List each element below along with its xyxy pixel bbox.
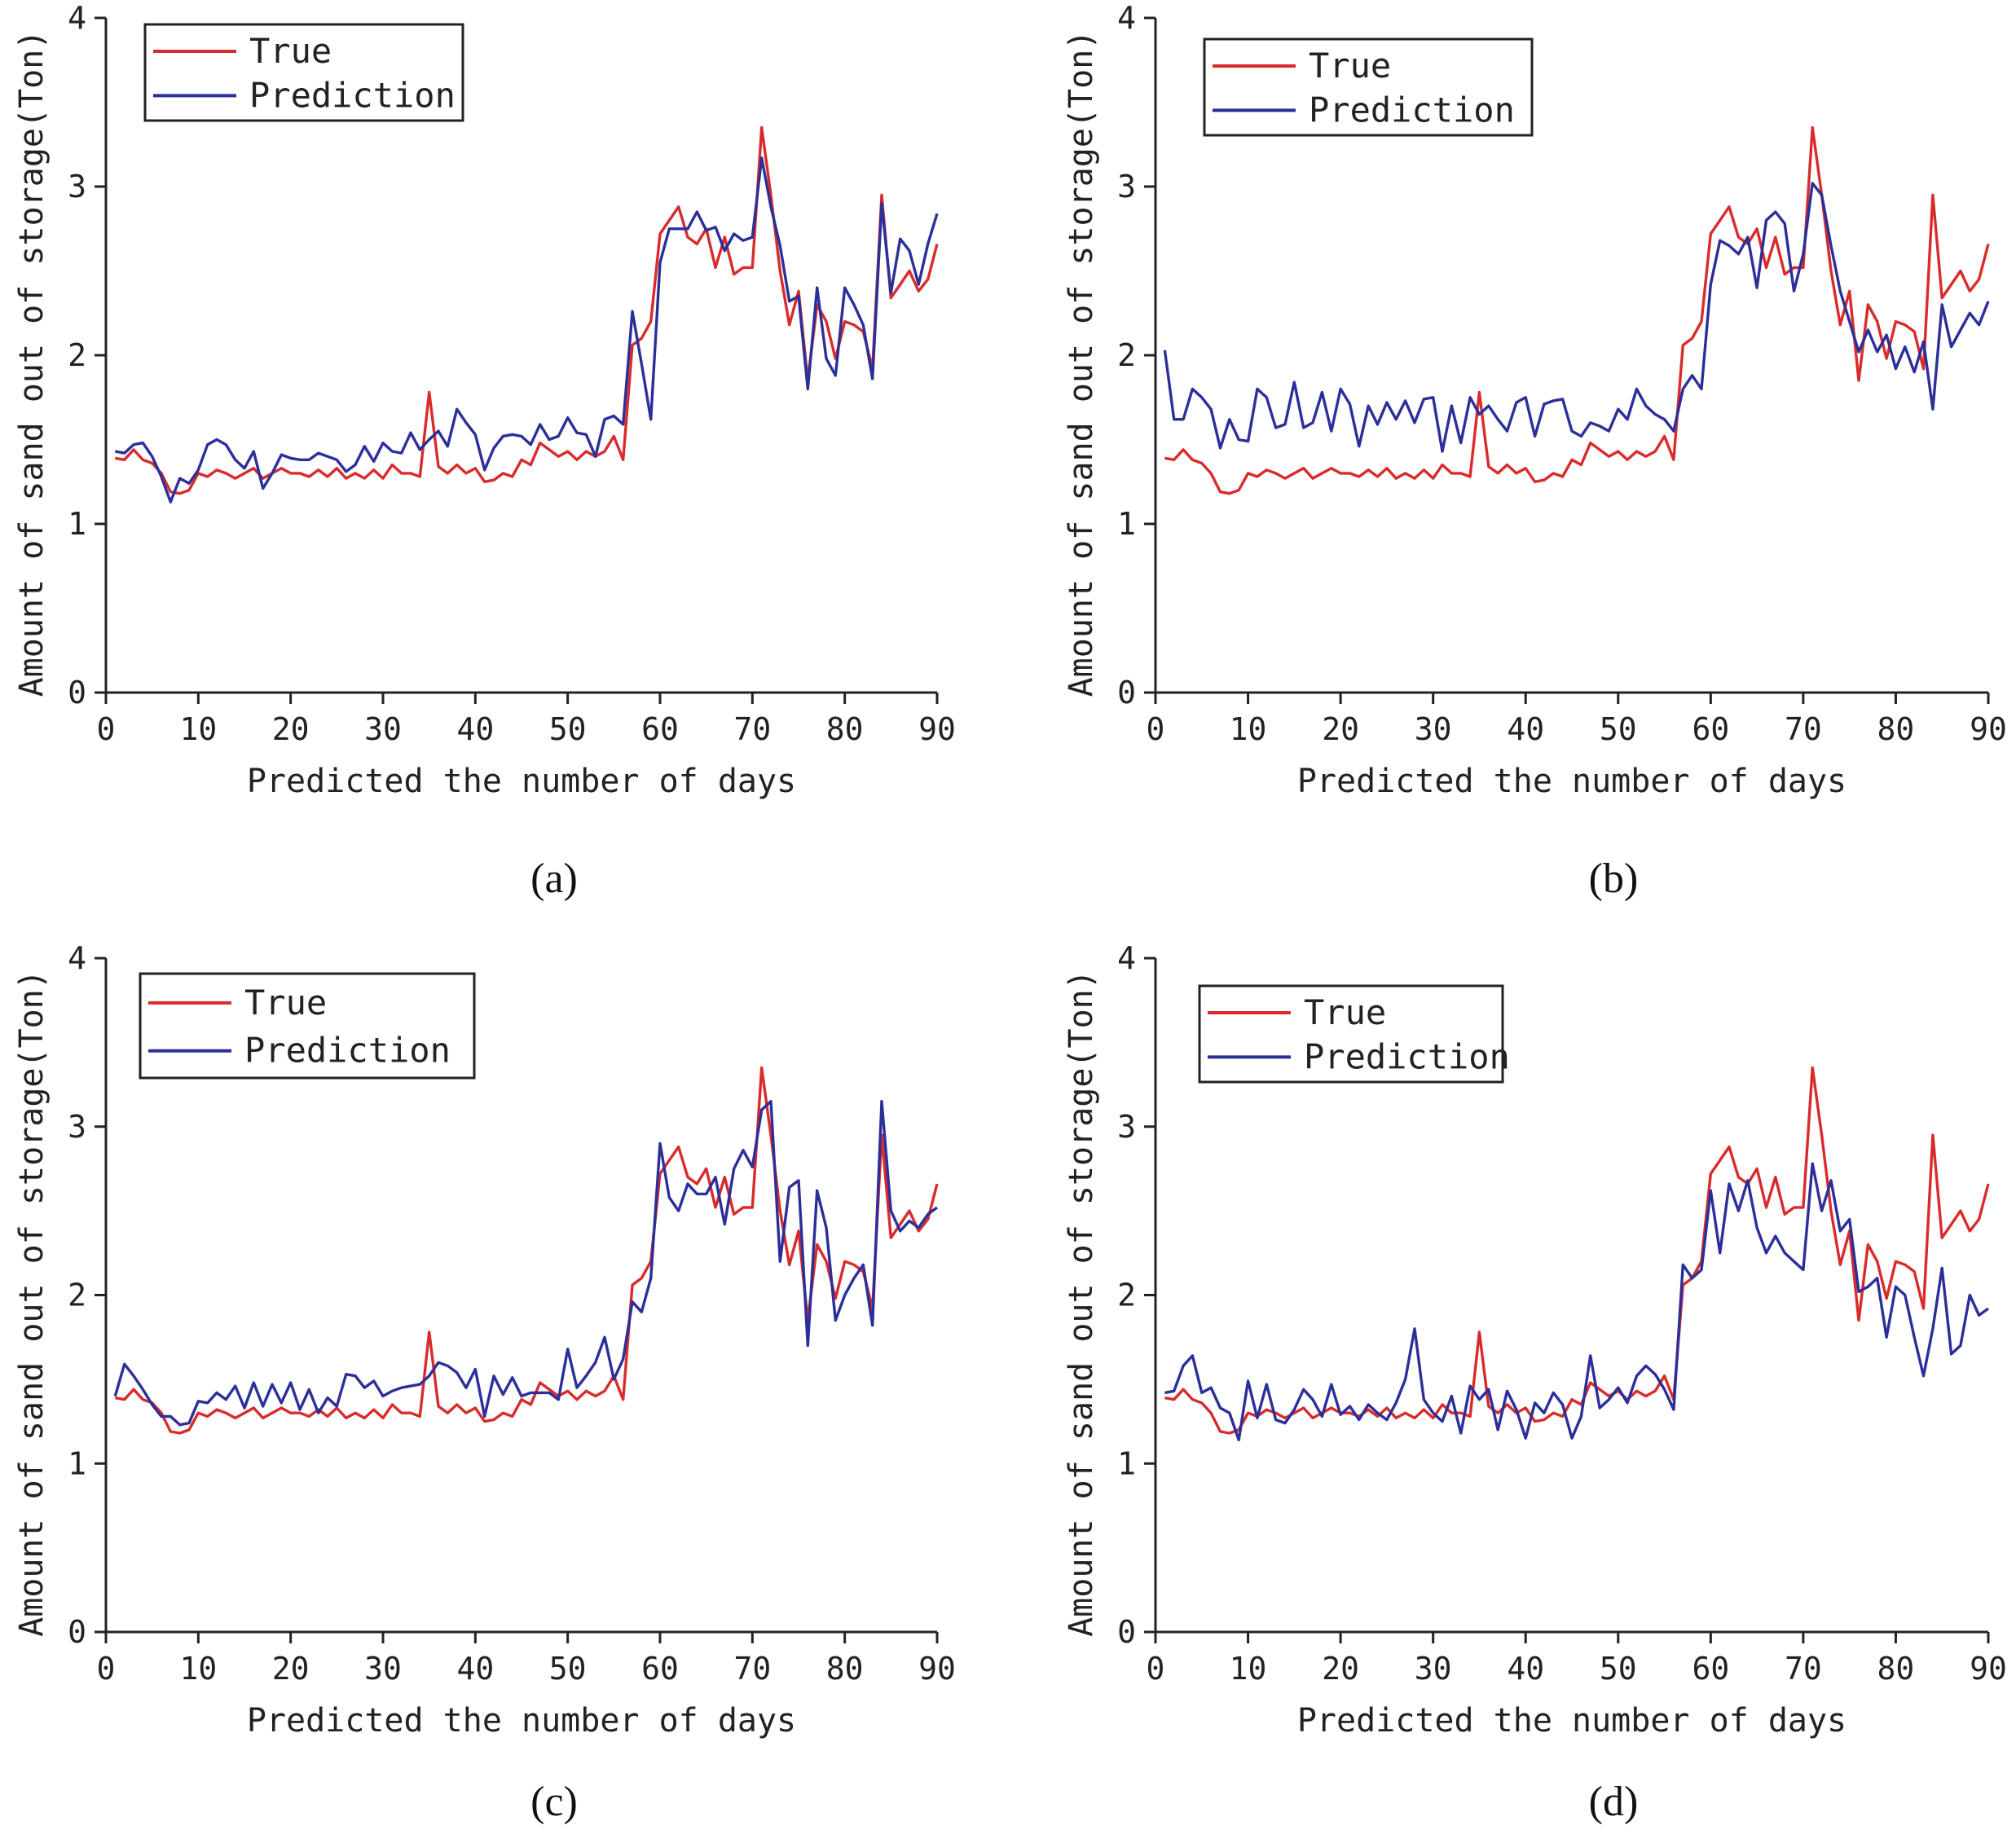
y-tick-label: 2 xyxy=(1117,337,1136,373)
panel-caption: (d) xyxy=(1589,1779,1639,1825)
series-line-prediction xyxy=(1163,182,1990,453)
series-line-true xyxy=(1164,125,1990,495)
legend-label-prediction: Prediction xyxy=(244,1031,451,1071)
y-tick-label: 3 xyxy=(68,169,86,205)
x-tick-label: 80 xyxy=(826,1651,864,1687)
legend-label-prediction: Prediction xyxy=(249,75,456,115)
x-tick-label: 70 xyxy=(1785,711,1822,747)
x-tick-label: 50 xyxy=(1600,711,1637,747)
x-tick-label: 20 xyxy=(1322,1651,1359,1687)
x-tick-label: 30 xyxy=(1415,711,1452,747)
x-tick-label: 70 xyxy=(733,1651,771,1687)
x-tick-label: 40 xyxy=(456,1651,494,1687)
x-tick-label: 60 xyxy=(641,711,679,747)
legend-box xyxy=(1198,984,1504,1084)
x-tick-label: 90 xyxy=(918,711,956,747)
y-tick-label: 4 xyxy=(1117,0,1136,36)
y-tick-label: 3 xyxy=(1117,169,1136,205)
legend-label-true: True xyxy=(1304,992,1386,1032)
y-tick-label: 0 xyxy=(1117,1614,1136,1650)
series-line-prediction xyxy=(113,1099,939,1427)
x-tick-label: 80 xyxy=(826,711,864,747)
x-tick-label: 60 xyxy=(1692,1651,1729,1687)
series-line-prediction xyxy=(114,156,939,504)
y-tick-label: 2 xyxy=(68,337,86,373)
panel-caption: (c) xyxy=(530,1779,578,1825)
y-tick-label: 1 xyxy=(1117,1445,1136,1481)
y-tick-label: 4 xyxy=(1117,940,1136,976)
y-tick-label: 4 xyxy=(68,940,86,976)
x-axis-title: Predicted the number of days xyxy=(247,763,796,800)
x-tick-label: 90 xyxy=(1970,1651,2007,1687)
x-tick-label: 0 xyxy=(1147,1651,1165,1687)
legend-label-prediction: Prediction xyxy=(1304,1036,1510,1076)
x-axis-title: Predicted the number of days xyxy=(247,1702,796,1740)
x-tick-label: 80 xyxy=(1877,1651,1915,1687)
y-tick-label: 0 xyxy=(68,1614,86,1650)
x-tick-label: 30 xyxy=(364,711,402,747)
legend-box xyxy=(139,972,476,1080)
legend-label-true: True xyxy=(1309,46,1391,86)
x-tick-label: 50 xyxy=(549,1651,587,1687)
series-line-true xyxy=(1164,1066,1990,1435)
y-tick-label: 1 xyxy=(1117,506,1136,542)
series-line-true xyxy=(114,1066,939,1435)
legend-label-prediction: Prediction xyxy=(1309,90,1515,130)
legend-label-true: True xyxy=(244,983,327,1023)
x-tick-label: 70 xyxy=(1785,1651,1822,1687)
chart-panel-d: 0 10 20 30 40 50 60 70 80 90 0 1 2 3 4 Predicted the nu… xyxy=(1063,940,2007,1825)
y-tick-label: 2 xyxy=(68,1278,86,1313)
legend-label-true: True xyxy=(249,31,332,71)
x-tick-label: 60 xyxy=(1692,711,1729,747)
x-tick-label: 40 xyxy=(456,711,494,747)
y-tick-label: 1 xyxy=(68,506,86,542)
x-tick-label: 0 xyxy=(97,711,116,747)
x-tick-label: 10 xyxy=(179,1651,217,1687)
x-tick-label: 0 xyxy=(97,1651,116,1687)
x-axis-title: Predicted the number of days xyxy=(1297,1702,1847,1740)
x-tick-label: 10 xyxy=(1230,711,1267,747)
x-tick-label: 90 xyxy=(918,1651,956,1687)
y-tick-label: 1 xyxy=(68,1445,86,1481)
panel-caption: (a) xyxy=(530,856,578,902)
y-tick-label: 3 xyxy=(68,1109,86,1145)
panel-caption: (b) xyxy=(1589,856,1639,902)
y-axis-title: Amount of sand out of storage(Ton) xyxy=(1063,30,1100,697)
x-axis-title: Predicted the number of days xyxy=(1297,763,1847,800)
x-tick-label: 30 xyxy=(1415,1651,1452,1687)
x-tick-label: 50 xyxy=(549,711,587,747)
y-tick-label: 2 xyxy=(1117,1278,1136,1313)
y-axis-title: Amount of sand out of storage(Ton) xyxy=(1063,970,1100,1637)
x-tick-label: 40 xyxy=(1507,1651,1544,1687)
x-tick-label: 20 xyxy=(1322,711,1359,747)
y-axis-title: Amount of sand out of storage(Ton) xyxy=(13,970,51,1637)
y-tick-label: 4 xyxy=(68,0,86,36)
y-tick-label: 0 xyxy=(68,675,86,710)
x-tick-label: 10 xyxy=(179,711,217,747)
y-tick-label: 3 xyxy=(1117,1109,1136,1145)
x-tick-label: 90 xyxy=(1970,711,2007,747)
chart-panel-c: 0 10 20 30 40 50 60 70 80 90 0 1 2 3 4 Predicted the nu… xyxy=(13,940,956,1825)
x-tick-label: 30 xyxy=(364,1651,402,1687)
x-tick-label: 60 xyxy=(641,1651,679,1687)
series-line-prediction xyxy=(1164,1162,1990,1442)
chart-panel-b: 0 10 20 30 40 50 60 70 80 90 0 1 2 3 4 Predicted the nu… xyxy=(1063,0,2007,902)
x-tick-label: 70 xyxy=(733,711,771,747)
x-tick-label: 50 xyxy=(1600,1651,1637,1687)
y-tick-label: 0 xyxy=(1117,675,1136,710)
x-tick-label: 80 xyxy=(1877,711,1915,747)
x-tick-label: 10 xyxy=(1230,1651,1267,1687)
x-tick-label: 0 xyxy=(1147,711,1165,747)
x-tick-label: 20 xyxy=(272,1651,310,1687)
legend-box xyxy=(1203,37,1534,137)
x-tick-label: 20 xyxy=(272,711,310,747)
legend-box xyxy=(143,23,464,122)
chart-panel-a: 0 10 20 30 40 50 60 70 80 90 0 1 2 3 4 Predicted the nu… xyxy=(13,0,956,902)
y-axis-title: Amount of sand out of storage(Ton) xyxy=(13,30,51,697)
x-tick-label: 40 xyxy=(1507,711,1544,747)
